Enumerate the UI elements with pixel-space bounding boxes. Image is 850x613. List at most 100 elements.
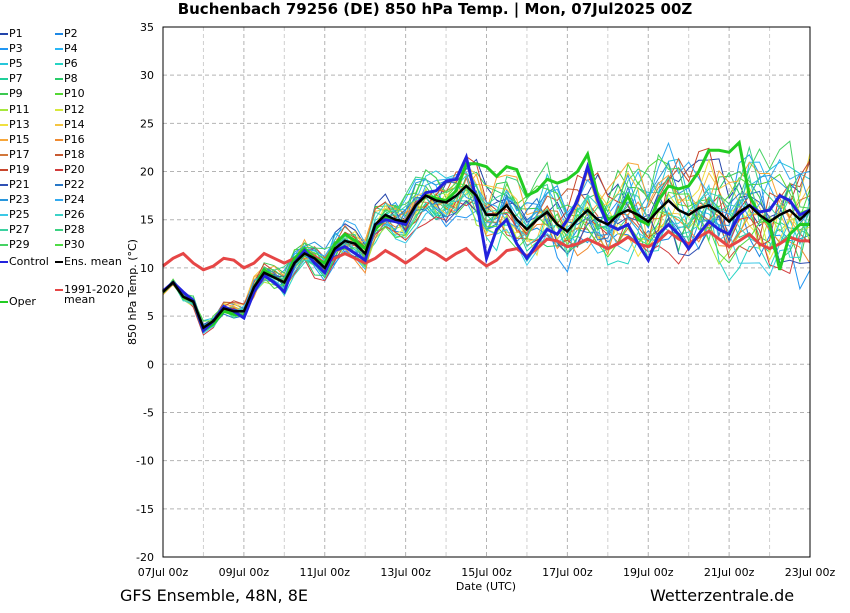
- legend-swatch: [0, 48, 8, 51]
- legend-label: mean: [64, 293, 96, 306]
- legend-label: P5: [9, 57, 23, 71]
- legend-swatch: [0, 301, 8, 303]
- legend-swatch: [0, 214, 8, 217]
- y-tick-label: -20: [136, 551, 154, 564]
- legend-swatch: [0, 138, 8, 141]
- legend-label: P8: [64, 72, 78, 86]
- legend-swatch: [0, 63, 8, 66]
- legend-label: P16: [64, 132, 85, 146]
- legend-swatch: [0, 108, 8, 111]
- legend-label: P25: [9, 208, 30, 222]
- legend-label: P29: [9, 238, 30, 252]
- legend-label: P17: [9, 147, 30, 161]
- legend-label: P18: [64, 147, 85, 161]
- footer-model: GFS Ensemble, 48N, 8E: [120, 586, 308, 605]
- legend-label: P12: [64, 102, 85, 116]
- legend-swatch: [0, 33, 8, 35]
- legend-swatch: [55, 199, 63, 202]
- legend-label: P6: [64, 57, 78, 71]
- legend-swatch: [55, 78, 63, 81]
- legend-label: P4: [64, 42, 78, 56]
- legend-swatch: [55, 289, 63, 291]
- y-axis-label: 850 hPa Temp. (°C): [126, 239, 139, 345]
- y-tick-label: -15: [136, 503, 154, 516]
- x-tick-label: 07Jul 00z: [138, 566, 189, 579]
- legend-swatch: [0, 78, 8, 81]
- plot-frame: [162, 26, 811, 558]
- legend-swatch: [55, 93, 63, 96]
- legend-swatch: [55, 261, 63, 263]
- legend-swatch: [55, 33, 63, 35]
- legend-label: 1991-2020: [64, 283, 124, 296]
- legend-label: P26: [64, 208, 85, 222]
- legend-label: P9: [9, 87, 23, 101]
- y-tick-label: 25: [140, 117, 154, 130]
- legend-swatch: [55, 168, 63, 171]
- x-axis-ticks: 07Jul 00z 09Jul 00z 11Jul 00z 13Jul 00z 15Ju…: [138, 566, 836, 579]
- legend-swatch: [0, 123, 8, 126]
- x-tick-label: 09Jul 00z: [219, 566, 270, 579]
- x-tick-label: 17Jul 00z: [542, 566, 593, 579]
- legend-swatch: [0, 93, 8, 96]
- x-tick-label: 13Jul 00z: [380, 566, 431, 579]
- legend-swatch: [0, 199, 8, 202]
- y-tick-label: 5: [147, 310, 154, 323]
- legend-label: P24: [64, 193, 85, 207]
- y-tick-label: 20: [140, 166, 154, 179]
- y-tick-label: -10: [136, 455, 154, 468]
- member-line-p29: [162, 140, 811, 327]
- y-tick-label: 0: [147, 358, 154, 371]
- chart-title: Buchenbach 79256 (DE) 850 hPa Temp. | Mo…: [178, 0, 693, 19]
- legend-label: P2: [64, 27, 78, 40]
- legend-swatch: [55, 108, 63, 111]
- legend-label: P3: [9, 42, 23, 56]
- legend-label: P23: [9, 193, 30, 207]
- y-tick-label: 15: [140, 214, 154, 227]
- legend-swatch: [0, 261, 8, 263]
- grid-lines: [162, 26, 811, 558]
- legend-swatch: [55, 184, 63, 186]
- legend-label: P7: [9, 72, 23, 86]
- member-line-p15: [162, 161, 811, 332]
- legend-label: P28: [64, 223, 85, 237]
- legend-label: P27: [9, 223, 30, 237]
- legend-swatch: [0, 229, 8, 232]
- legend-label: Control: [9, 255, 49, 268]
- legend-label: P19: [9, 162, 30, 176]
- legend: P1 P2 P3 P4 P5 P6 P7 P8 P9 P10 P11 P12 P13 P14 P15 P16 P…: [0, 28, 140, 318]
- legend-swatch: [55, 214, 63, 217]
- legend-swatch: [55, 244, 63, 247]
- footer-source: Wetterzentrale.de: [650, 586, 795, 605]
- x-tick-label: 11Jul 00z: [299, 566, 350, 579]
- legend-label: Ens. mean: [64, 255, 122, 268]
- legend-swatch: [0, 184, 8, 186]
- legend-label: P14: [64, 117, 85, 131]
- x-axis-label: Date (UTC): [456, 580, 516, 593]
- legend-swatch: [0, 153, 8, 156]
- ens-mean-line: [162, 184, 811, 330]
- legend-swatch: [55, 138, 63, 141]
- legend-label: P30: [64, 238, 85, 252]
- legend-label: P13: [9, 117, 30, 131]
- x-tick-label: 19Jul 00z: [623, 566, 674, 579]
- legend-swatch: [55, 63, 63, 66]
- legend-swatch: [55, 229, 63, 232]
- legend-label: P22: [64, 178, 85, 191]
- legend-label: P20: [64, 162, 85, 176]
- y-tick-label: 35: [140, 21, 154, 34]
- y-tick-label: -5: [143, 406, 154, 419]
- legend-label: P21: [9, 178, 30, 191]
- legend-label: P10: [64, 87, 85, 101]
- legend-swatch: [0, 244, 8, 247]
- y-tick-label: 30: [140, 69, 154, 82]
- legend-swatch: [55, 153, 63, 156]
- legend-swatch: [55, 48, 63, 51]
- member-line-p28: [162, 145, 811, 328]
- legend-swatch: [0, 168, 8, 171]
- legend-label: P1: [9, 27, 23, 40]
- legend-label: P15: [9, 132, 30, 146]
- legend-label: P11: [9, 102, 30, 116]
- main-series: [161, 139, 811, 334]
- x-tick-label: 21Jul 00z: [704, 566, 755, 579]
